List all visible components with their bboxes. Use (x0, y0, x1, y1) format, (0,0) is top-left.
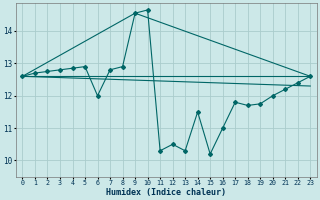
X-axis label: Humidex (Indice chaleur): Humidex (Indice chaleur) (106, 188, 226, 197)
